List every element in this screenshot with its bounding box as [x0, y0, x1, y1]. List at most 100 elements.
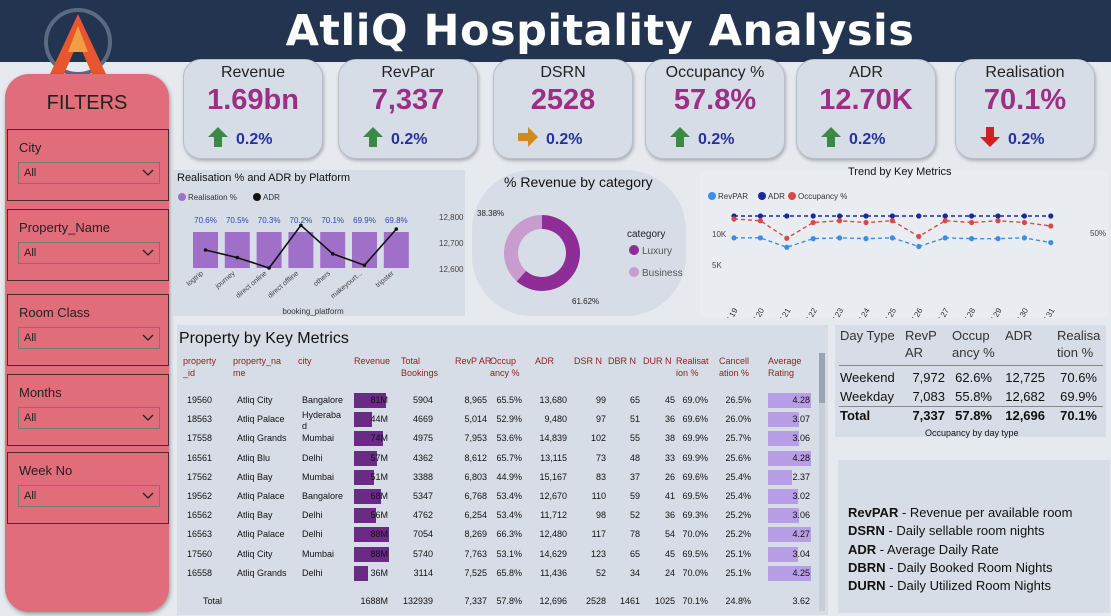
total-cell: 7,337 [464, 596, 487, 606]
table-cell: 70.0% [682, 567, 708, 578]
column-header[interactable]: property_na me [233, 356, 282, 378]
table-cell: 9,480 [544, 414, 567, 425]
kpi-change: 0.2% [391, 131, 428, 148]
filter-label: Room Class [19, 305, 90, 320]
trend-point [969, 213, 975, 219]
table-cell: 4762 [412, 510, 433, 521]
table-cell: 45 [664, 548, 675, 559]
column-header[interactable]: DUR N [643, 356, 672, 366]
trend-point [995, 213, 1001, 219]
property-table: Property by Key Metrics property _id prop… [177, 325, 828, 615]
legend-adr-marker [253, 193, 261, 201]
legend-label: ADR [768, 192, 785, 201]
x-tick-label: W 24 [855, 306, 872, 318]
column-header[interactable]: DBR N [608, 356, 637, 366]
column-header[interactable]: Average Rating [768, 356, 802, 378]
trend-point [863, 236, 869, 242]
legend-adr-label: ADR [263, 193, 280, 202]
column-header[interactable]: Occup ancy % [490, 356, 520, 378]
column-header[interactable]: DSR N [574, 356, 603, 366]
table-cell: 8,269 [464, 529, 487, 540]
column-header[interactable]: RevP AR [905, 328, 937, 360]
table-row[interactable]: 16558 Atliq Grands Delhi 36M 3114 7,525 65.8% 1… [177, 564, 817, 583]
total-cell: Total [840, 408, 871, 423]
room-class-dropdown[interactable]: All [18, 327, 160, 349]
trend-point [731, 235, 737, 241]
trend-point [969, 236, 975, 242]
realisation-bar [288, 232, 314, 268]
table-cell: 69.5% [682, 548, 708, 559]
donut-slice-luxury [516, 215, 580, 291]
kpi-change: 0.2% [546, 131, 583, 148]
table-cell: 7054 [412, 529, 433, 540]
column-header[interactable]: Realisat ion % [676, 356, 709, 378]
rating-bar [768, 508, 799, 524]
total-cell: 57.8% [496, 596, 522, 606]
table-cell: Delhi [302, 452, 323, 463]
table-cell: 25.1% [725, 548, 751, 559]
glossary-desc: - Average Daily Rate [876, 541, 999, 557]
table-cell: 98 [595, 510, 606, 521]
revenue-bar [354, 546, 389, 562]
table-row[interactable]: 19562 Atliq Palace Bangalore 68M 5347 6,768 53… [177, 487, 817, 506]
table-row[interactable]: 17562 Atliq Bay Mumbai 51M 3388 6,803 44.9% 15,… [177, 468, 817, 487]
column-header[interactable]: Realisa tion % [1057, 328, 1101, 360]
x-tick-label: W 25 [881, 306, 898, 318]
table-row[interactable]: 16563 Atliq Palace Delhi 88M 7054 8,269 66.3% 1… [177, 525, 817, 544]
column-header[interactable]: Day Type [840, 328, 895, 343]
column-header[interactable]: ADR [535, 356, 555, 366]
column-header[interactable]: Cancell ation % [719, 356, 750, 378]
table-cell: 3.06 [792, 433, 810, 444]
table-cell: Atliq City [237, 395, 273, 405]
trend-point [1048, 213, 1054, 219]
table-cell: 26 [664, 471, 675, 482]
week-no-dropdown[interactable]: All [18, 485, 160, 507]
table-cell: 3.07 [792, 414, 810, 425]
column-header[interactable]: Revenue [354, 356, 391, 366]
table-scrollbar[interactable] [819, 353, 825, 611]
rating-bar [768, 412, 799, 428]
legend-title: category [627, 229, 665, 240]
x-tick-label: makeyourt... [330, 270, 364, 300]
table-cell: Delhi [302, 510, 323, 521]
column-header[interactable]: property _id [183, 356, 217, 378]
realisation-bar [320, 232, 346, 268]
kpi-card-occupancy: Occupancy % 57.8% 0.2% [645, 59, 785, 159]
trend-point [837, 235, 843, 241]
bar-data-label: 70.5% [226, 216, 249, 225]
kpi-value: 2528 [530, 84, 596, 116]
glossary-desc: - Daily Booked Room Nights [885, 559, 1053, 575]
table-row[interactable]: 16562 Atliq Bay Delhi 56M 4762 6,254 53.4% 11,7… [177, 506, 817, 525]
table-cell: 65.7% [496, 452, 522, 463]
table-cell: 25.2% [725, 510, 751, 521]
table-row[interactable]: 18563 Atliq Palace Hyderaba d 44M 4669 5,014 5… [177, 410, 817, 431]
y-tick-label: 12,700 [439, 239, 464, 248]
adr-point [299, 223, 303, 228]
city-dropdown[interactable]: All [18, 162, 160, 184]
table-cell: Atliq Palace [237, 491, 285, 501]
table-row[interactable]: 17558 Atliq Grands Mumbai 74M 4975 7,953 53.6%… [177, 429, 817, 448]
glossary-term: DURN [848, 578, 886, 594]
table-row[interactable]: 16561 Atliq Blu Delhi 57M 4362 8,612 65.7% 13,1… [177, 449, 817, 468]
table-cell: Atliq Palace [237, 414, 285, 425]
rating-bar [768, 469, 792, 485]
chart-title: % Revenue by category [504, 174, 653, 190]
filter-label: Property_Name [19, 220, 111, 235]
column-header[interactable]: city [298, 356, 312, 366]
table-row[interactable]: 19560 Atliq City Bangalore 81M 5904 8,965 65.5… [177, 391, 817, 410]
trend-point [916, 233, 922, 240]
column-header[interactable]: ADR [1005, 328, 1033, 343]
table-cell: 53.6% [496, 433, 522, 444]
total-cell: 57.8% [955, 408, 992, 423]
table-cell: 3.06 [792, 510, 810, 521]
column-header[interactable]: Total Bookings [401, 356, 439, 378]
donut-data-label: 38.38% [477, 209, 504, 218]
property-name-dropdown[interactable]: All [18, 242, 160, 264]
trend-point [757, 218, 763, 224]
table-row[interactable]: 17560 Atliq City Mumbai 88M 5740 7,763 53.1% 14… [177, 545, 817, 564]
column-header[interactable]: Occup ancy % [952, 328, 995, 360]
scrollbar-thumb[interactable] [819, 353, 825, 403]
table-cell: 55.8% [955, 389, 992, 404]
column-header[interactable]: RevP AR [455, 356, 492, 366]
months-dropdown[interactable]: All [18, 407, 160, 429]
